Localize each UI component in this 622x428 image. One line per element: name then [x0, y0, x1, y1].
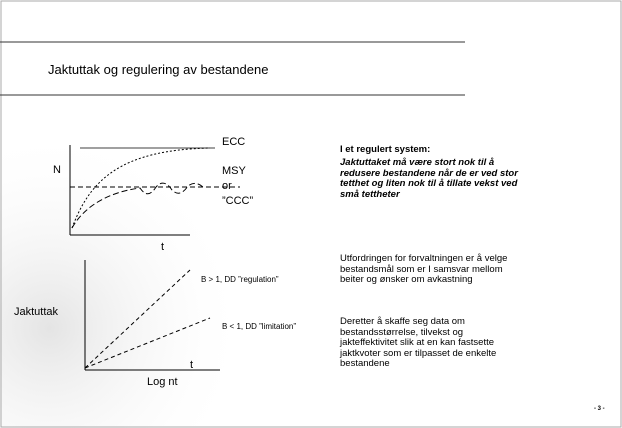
- heading: I et regulert system:: [340, 144, 431, 155]
- text-line: beiter og ønsker om avkastning: [340, 274, 473, 285]
- line-label: B < 1, DD ”limitation”: [222, 322, 297, 331]
- curve-label: or: [222, 180, 232, 192]
- background-texture: [0, 95, 330, 428]
- text-line: bestandsstørrelse, tilvekst og: [340, 326, 464, 338]
- line-label: B > 1, DD ”regulation”: [201, 275, 279, 284]
- axis-label: t: [161, 241, 165, 253]
- limitation-line: [84, 317, 211, 369]
- regulation-line: [84, 269, 191, 369]
- slide-title: Jaktuttak og regulering av bestandene: [48, 62, 269, 77]
- text-line: tetthet og liten nok til å tillate vekst…: [340, 178, 518, 189]
- text-line: Jaktuttaket må være stort nok til å: [340, 157, 495, 168]
- page-number: - 3 -: [594, 406, 605, 412]
- diagram-top: [69, 145, 240, 236]
- curve-label: MSY: [222, 165, 246, 177]
- axis-label: N: [53, 164, 61, 176]
- text-line: bestandsmål som er I samsvar mellom: [340, 263, 503, 275]
- text-line: Deretter å skaffe seg data om: [340, 316, 465, 327]
- growth-curve: [71, 147, 211, 229]
- harvest-curve: [71, 182, 205, 229]
- paragraph: Utfordringen for forvaltningen er å velg…: [340, 253, 508, 286]
- emphasis: Jaktuttaket må være stort nok til å redu…: [340, 157, 518, 200]
- curve-label: ECC: [222, 136, 246, 148]
- axis-label: t: [190, 359, 194, 371]
- text-line: Utfordringen for forvaltningen er å velg…: [340, 253, 508, 264]
- diagram-bottom: [84, 260, 220, 371]
- curve-label: ”CCC”: [222, 195, 254, 207]
- text-line: redusere bestandene når de er ved stor: [340, 167, 518, 179]
- text-line: jaktkvoter som er tilpasset de enkelte: [340, 347, 497, 359]
- paragraph: Deretter å skaffe seg data om bestandsst…: [340, 316, 497, 370]
- text-line: bestandene: [340, 358, 390, 369]
- text-line: små tettheter: [340, 188, 400, 200]
- axis-label: Log nt: [147, 376, 178, 388]
- text-line: jakteffektivitet slik at en kan fastsett…: [340, 337, 495, 348]
- axis-label: Jaktuttak: [14, 306, 59, 318]
